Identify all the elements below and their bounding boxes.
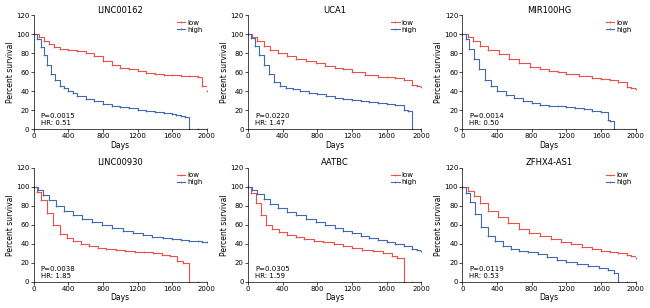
X-axis label: Days: Days (325, 141, 344, 150)
Title: AATBC: AATBC (320, 158, 348, 167)
Title: ZFHX4-AS1: ZFHX4-AS1 (525, 158, 573, 167)
Text: P=0.0038
HR: 1.85: P=0.0038 HR: 1.85 (40, 266, 75, 279)
Legend: low, high: low, high (605, 19, 632, 33)
Legend: low, high: low, high (391, 172, 418, 186)
Text: P=0.0014
HR: 0.50: P=0.0014 HR: 0.50 (469, 113, 504, 126)
Y-axis label: Percent survival: Percent survival (6, 42, 14, 103)
Text: P=0.0015
HR: 0.51: P=0.0015 HR: 0.51 (40, 113, 75, 126)
X-axis label: Days: Days (540, 294, 558, 302)
Legend: low, high: low, high (176, 19, 203, 33)
X-axis label: Days: Days (111, 141, 130, 150)
X-axis label: Days: Days (325, 294, 344, 302)
Legend: low, high: low, high (391, 19, 418, 33)
Text: P=0.0220
HR: 1.47: P=0.0220 HR: 1.47 (255, 113, 289, 126)
Title: LINC00930: LINC00930 (98, 158, 143, 167)
Y-axis label: Percent survival: Percent survival (220, 42, 229, 103)
Title: MIR100HG: MIR100HG (526, 6, 571, 14)
Y-axis label: Percent survival: Percent survival (434, 42, 443, 103)
Text: P=0.0305
HR: 1.59: P=0.0305 HR: 1.59 (255, 266, 289, 279)
Text: P=0.0119
HR: 0.53: P=0.0119 HR: 0.53 (469, 266, 504, 279)
Legend: low, high: low, high (605, 172, 632, 186)
Title: UCA1: UCA1 (323, 6, 346, 14)
X-axis label: Days: Days (540, 141, 558, 150)
Title: LINC00162: LINC00162 (98, 6, 143, 14)
X-axis label: Days: Days (111, 294, 130, 302)
Y-axis label: Percent survival: Percent survival (220, 194, 229, 256)
Y-axis label: Percent survival: Percent survival (6, 194, 14, 256)
Legend: low, high: low, high (176, 172, 203, 186)
Y-axis label: Percent survival: Percent survival (434, 194, 443, 256)
